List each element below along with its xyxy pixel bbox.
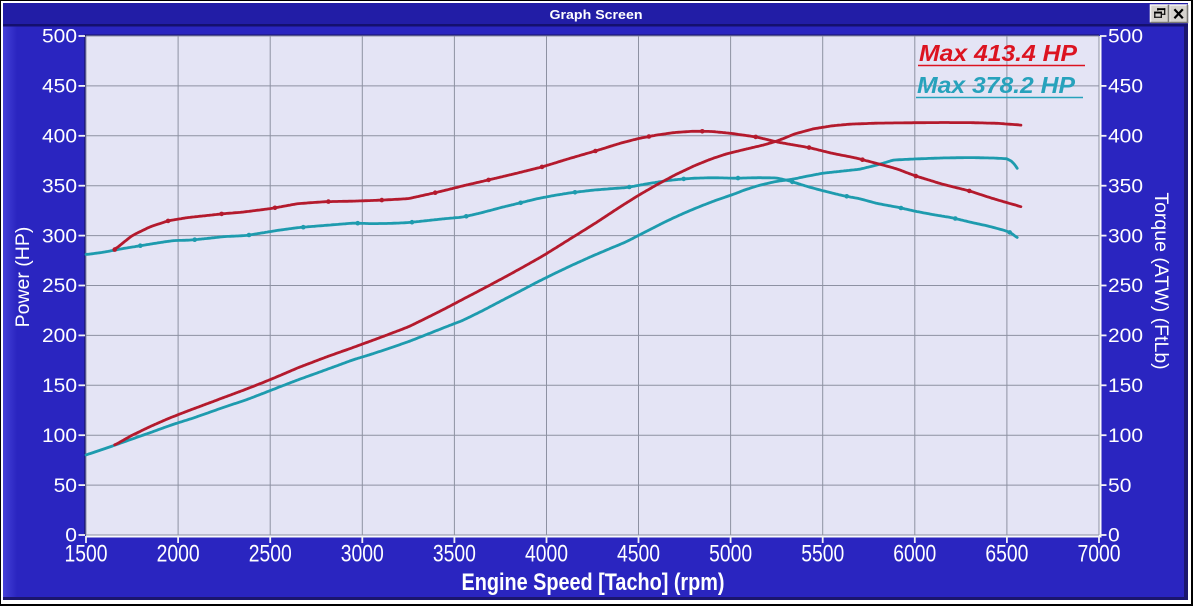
svg-text:4000: 4000 <box>525 541 568 568</box>
svg-text:150: 150 <box>1108 375 1143 397</box>
svg-text:1500: 1500 <box>65 541 108 568</box>
svg-text:5500: 5500 <box>801 541 844 568</box>
svg-text:6500: 6500 <box>985 541 1028 568</box>
svg-text:Power (HP): Power (HP) <box>12 227 34 328</box>
svg-text:0: 0 <box>65 525 77 547</box>
svg-text:400: 400 <box>42 126 77 148</box>
svg-text:100: 100 <box>42 425 77 447</box>
svg-text:250: 250 <box>42 275 77 297</box>
svg-text:100: 100 <box>1108 425 1143 447</box>
svg-text:50: 50 <box>1108 475 1132 497</box>
svg-text:2000: 2000 <box>157 541 200 568</box>
svg-text:300: 300 <box>42 225 77 247</box>
svg-text:3000: 3000 <box>341 541 384 568</box>
svg-text:Graph Screen: Graph Screen <box>550 7 643 22</box>
svg-text:Max 413.4 HP: Max 413.4 HP <box>919 40 1078 66</box>
svg-text:300: 300 <box>1108 225 1143 247</box>
svg-text:5000: 5000 <box>709 541 752 568</box>
svg-text:2500: 2500 <box>249 541 292 568</box>
svg-text:6000: 6000 <box>893 541 936 568</box>
svg-text:500: 500 <box>1108 26 1143 48</box>
svg-text:4500: 4500 <box>617 541 660 568</box>
svg-text:Max 378.2 HP: Max 378.2 HP <box>917 72 1076 98</box>
svg-text:7000: 7000 <box>1078 541 1121 568</box>
svg-text:250: 250 <box>1108 275 1143 297</box>
svg-text:150: 150 <box>42 375 77 397</box>
svg-text:350: 350 <box>1108 175 1143 197</box>
svg-text:50: 50 <box>54 475 78 497</box>
svg-text:450: 450 <box>42 76 77 98</box>
svg-text:200: 200 <box>42 325 77 347</box>
svg-text:450: 450 <box>1108 76 1143 98</box>
svg-text:0: 0 <box>1108 525 1120 547</box>
svg-text:200: 200 <box>1108 325 1143 347</box>
svg-text:350: 350 <box>42 175 77 197</box>
svg-text:Engine Speed [Tacho] (rpm): Engine Speed [Tacho] (rpm) <box>462 569 725 596</box>
svg-text:500: 500 <box>42 26 77 48</box>
svg-text:Torque (ATW) (FtLb): Torque (ATW) (FtLb) <box>1150 192 1172 369</box>
svg-text:400: 400 <box>1108 126 1143 148</box>
svg-text:3500: 3500 <box>433 541 476 568</box>
